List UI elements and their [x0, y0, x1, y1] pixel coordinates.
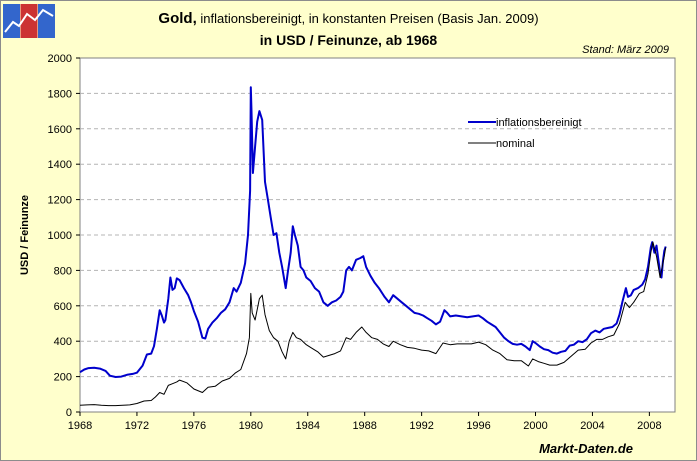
y-tick-label: 1200	[48, 195, 72, 207]
legend-label-0: inflationsbereinigt	[496, 117, 582, 129]
chart-title-sub: inflationsbereinigt, in konstanten Preis…	[196, 11, 539, 26]
brand-label: Markt-Daten.de	[539, 441, 633, 456]
status-date: Stand: März 2009	[582, 44, 669, 56]
y-tick-label: 200	[54, 372, 72, 384]
series-line-nominal	[79, 241, 667, 407]
legend-label-1: nominal	[496, 138, 535, 150]
y-tick-label: 1000	[48, 230, 72, 242]
chart-title: Gold, inflationsbereinigt, in konstanten…	[0, 10, 697, 27]
x-tick-label: 1988	[352, 420, 376, 432]
y-tick-label: 1400	[48, 159, 72, 171]
x-tick-label: 1972	[125, 420, 149, 432]
y-axis-label: USD / Feinunze	[19, 195, 31, 275]
chart-subtitle: in USD / Feinunze, ab 1968	[259, 32, 438, 48]
y-tick-label: 0	[66, 407, 72, 419]
x-tick-label: 1968	[68, 420, 92, 432]
chart-title-main: Gold,	[158, 10, 197, 27]
x-tick-label: 1980	[239, 420, 263, 432]
x-tick-label: 1992	[409, 420, 433, 432]
x-tick-label: 1996	[466, 420, 490, 432]
x-tick-label: 1984	[296, 420, 320, 432]
series-line-inflationsbereinigt	[79, 86, 667, 378]
x-tick-label: 1976	[182, 420, 206, 432]
y-tick-label: 600	[54, 301, 72, 313]
market-logo-icon	[3, 4, 55, 38]
y-tick-label: 2000	[48, 53, 72, 65]
y-tick-label: 400	[54, 336, 72, 348]
x-tick-label: 2008	[637, 420, 661, 432]
y-tick-label: 1600	[48, 124, 72, 136]
y-tick-label: 1800	[48, 88, 72, 100]
x-tick-label: 2000	[523, 420, 547, 432]
y-tick-label: 800	[54, 265, 72, 277]
x-tick-label: 2004	[580, 420, 604, 432]
